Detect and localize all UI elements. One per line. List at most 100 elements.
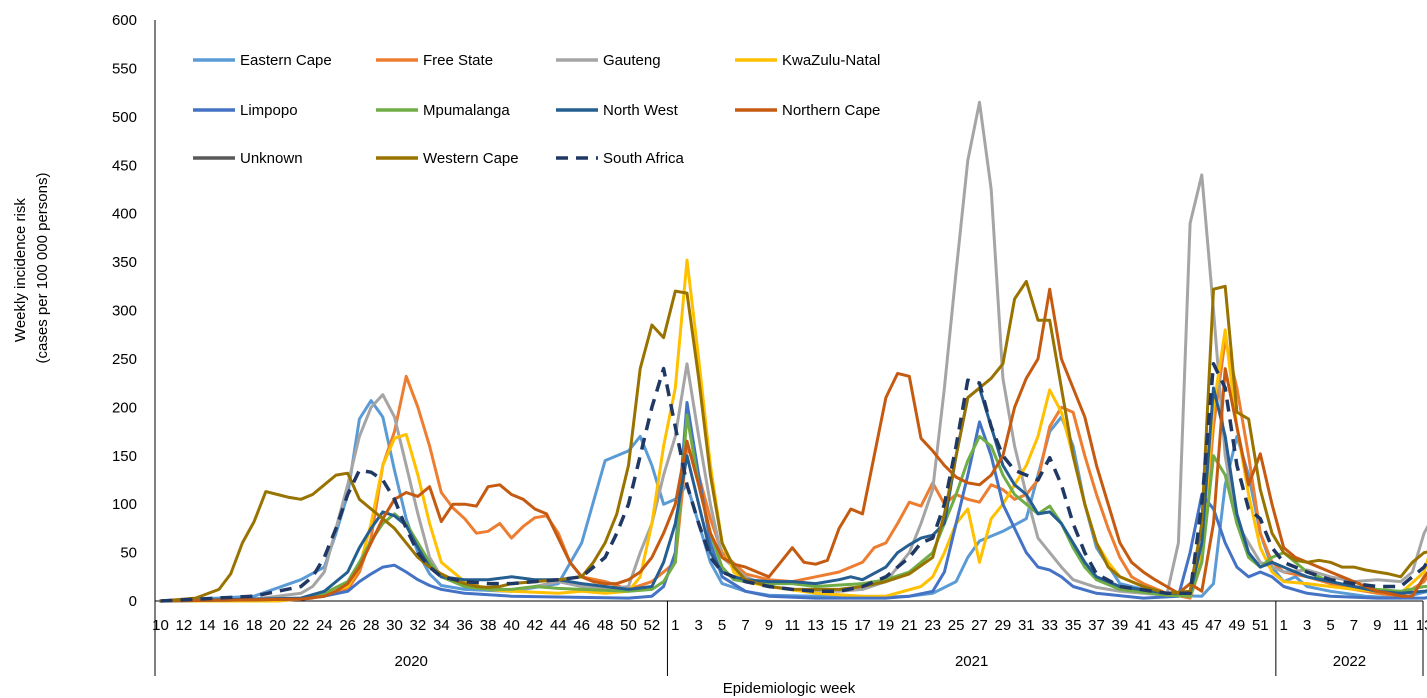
x-tick-label: 12 bbox=[176, 617, 193, 634]
y-tick-label: 450 bbox=[112, 157, 137, 174]
legend-label: Northern Cape bbox=[782, 102, 880, 119]
x-tick-label: 37 bbox=[1088, 617, 1105, 634]
legend-label: Limpopo bbox=[240, 102, 298, 119]
y-tick-label: 0 bbox=[129, 593, 137, 610]
y-tick-label: 300 bbox=[112, 303, 137, 320]
x-tick-label: 32 bbox=[410, 617, 427, 634]
series-line bbox=[159, 100, 1427, 603]
y-tick-label: 150 bbox=[112, 448, 137, 465]
x-tick-label: 9 bbox=[1373, 617, 1381, 634]
x-tick-label: 14 bbox=[199, 617, 216, 634]
x-tick-label: 50 bbox=[620, 617, 637, 634]
y-axis-label-line1: Weekly incidence risk bbox=[12, 198, 29, 342]
y-tick-label: 200 bbox=[112, 399, 137, 416]
x-tick-label: 47 bbox=[1205, 617, 1222, 634]
x-tick-label: 15 bbox=[831, 617, 848, 634]
y-tick-label: 400 bbox=[112, 206, 137, 223]
x-tick-label: 42 bbox=[527, 617, 544, 634]
x-tick-label: 49 bbox=[1229, 617, 1246, 634]
series-line bbox=[159, 386, 1427, 603]
legend-label: Western Cape bbox=[423, 150, 519, 167]
y-axis-label-line2: (cases per 100 000 persons) bbox=[34, 173, 51, 364]
legend-label: Unknown bbox=[240, 150, 303, 167]
x-tick-label: 20 bbox=[269, 617, 286, 634]
y-tick-label: 550 bbox=[112, 60, 137, 77]
x-tick-label: 38 bbox=[480, 617, 497, 634]
year-groups: 2020 2021 2022 bbox=[154, 601, 1424, 676]
y-tick-label: 350 bbox=[112, 254, 137, 271]
x-tick-label: 1 bbox=[671, 617, 679, 634]
x-tick-label: 23 bbox=[924, 617, 941, 634]
x-tick-label: 5 bbox=[718, 617, 726, 634]
legend-label: Free State bbox=[423, 52, 493, 69]
year-label: 2021 bbox=[955, 653, 988, 670]
x-tick-label: 11 bbox=[785, 617, 801, 634]
x-tick-label: 16 bbox=[222, 617, 239, 634]
x-tick-label: 13 bbox=[1416, 617, 1427, 634]
year-label: 2022 bbox=[1333, 653, 1366, 670]
series-line bbox=[160, 362, 1427, 603]
x-tick-label: 30 bbox=[386, 617, 403, 634]
x-tick-label: 5 bbox=[1326, 617, 1334, 634]
x-tick-label: 36 bbox=[456, 617, 473, 634]
y-tick-label: 100 bbox=[112, 496, 137, 513]
x-axis-label: Epidemiologic week bbox=[723, 680, 856, 697]
x-tick-label: 41 bbox=[1135, 617, 1152, 634]
y-ticks: 0 50 100 150 200 250 300 350 400 450 500 550 600 bbox=[112, 12, 137, 610]
legend-label: South Africa bbox=[603, 150, 685, 167]
x-tick-label: 22 bbox=[293, 617, 310, 634]
x-tick-label: 40 bbox=[503, 617, 520, 634]
series-line bbox=[159, 258, 1427, 603]
x-tick-label: 31 bbox=[1018, 617, 1035, 634]
x-tick-label: 7 bbox=[741, 617, 749, 634]
axes bbox=[154, 20, 1423, 602]
year-label: 2020 bbox=[395, 653, 428, 670]
x-tick-label: 3 bbox=[1303, 617, 1311, 634]
legend-label: Gauteng bbox=[603, 52, 661, 69]
series-lines bbox=[159, 100, 1427, 603]
x-tick-label: 29 bbox=[995, 617, 1012, 634]
x-tick-label: 25 bbox=[948, 617, 965, 634]
y-tick-label: 500 bbox=[112, 109, 137, 126]
y-tick-label: 600 bbox=[112, 12, 137, 29]
x-tick-label: 33 bbox=[1041, 617, 1058, 634]
x-tick-label: 44 bbox=[550, 617, 567, 634]
y-axis-label: Weekly incidence risk (cases per 100 000… bbox=[12, 173, 51, 364]
x-tick-label: 35 bbox=[1065, 617, 1082, 634]
x-tick-label: 19 bbox=[878, 617, 895, 634]
x-tick-label: 52 bbox=[644, 617, 661, 634]
x-tick-label: 43 bbox=[1158, 617, 1175, 634]
x-tick-label: 7 bbox=[1350, 617, 1358, 634]
x-tick-label: 45 bbox=[1182, 617, 1199, 634]
series-line bbox=[159, 287, 1427, 603]
legend: Eastern Cape Free State Gauteng KwaZulu-Nat… bbox=[193, 52, 880, 167]
x-tick-label: 21 bbox=[901, 617, 918, 634]
x-tick-label: 34 bbox=[433, 617, 450, 634]
series-line bbox=[159, 338, 1427, 603]
legend-label: Mpumalanga bbox=[423, 102, 510, 119]
x-tick-label: 51 bbox=[1252, 617, 1269, 634]
x-tick-label: 39 bbox=[1112, 617, 1129, 634]
x-tick-label: 27 bbox=[971, 617, 988, 634]
x-tick-label: 17 bbox=[854, 617, 871, 634]
x-ticks: 10 12 14 16 18 20 22 24 26 28 30 32 34 36 38 40 42 44 46 48… bbox=[152, 617, 1427, 634]
x-tick-label: 3 bbox=[695, 617, 703, 634]
y-tick-label: 250 bbox=[112, 351, 137, 368]
x-tick-label: 48 bbox=[597, 617, 614, 634]
legend-label: KwaZulu-Natal bbox=[782, 52, 880, 69]
x-tick-label: 46 bbox=[573, 617, 590, 634]
series-line bbox=[159, 401, 1427, 603]
x-tick-label: 13 bbox=[807, 617, 824, 634]
x-tick-label: 10 bbox=[152, 617, 169, 634]
x-tick-label: 18 bbox=[246, 617, 263, 634]
x-tick-label: 26 bbox=[339, 617, 356, 634]
legend-label: Eastern Cape bbox=[240, 52, 332, 69]
x-tick-label: 11 bbox=[1393, 617, 1409, 634]
x-tick-label: 28 bbox=[363, 617, 380, 634]
x-tick-label: 1 bbox=[1280, 617, 1288, 634]
x-tick-label: 24 bbox=[316, 617, 333, 634]
x-tick-label: 9 bbox=[765, 617, 773, 634]
legend-label: North West bbox=[603, 102, 679, 119]
y-tick-label: 50 bbox=[120, 545, 137, 562]
